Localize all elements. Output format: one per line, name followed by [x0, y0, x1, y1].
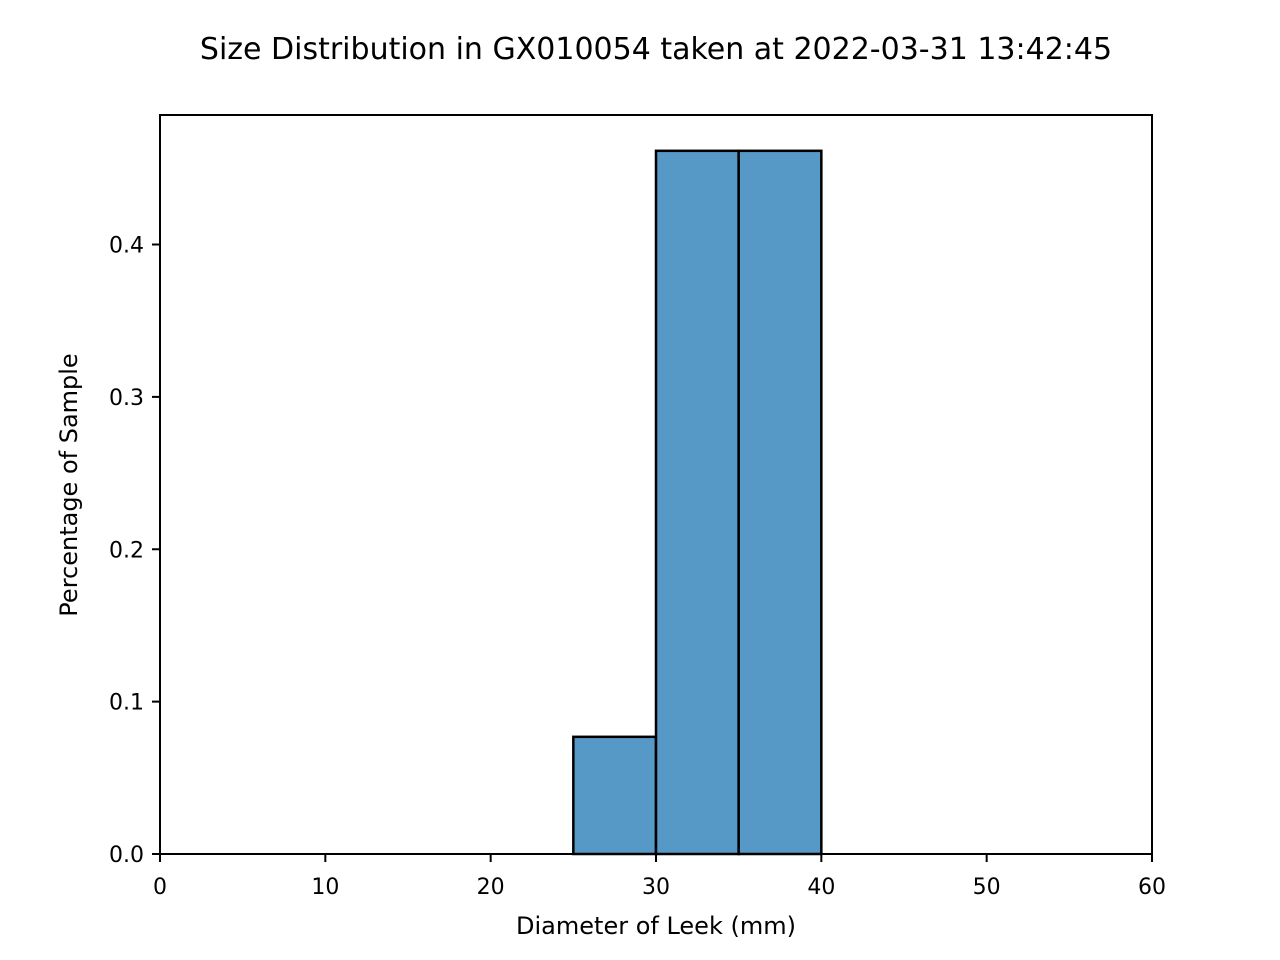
y-tick-label-2: 0.2: [109, 538, 144, 563]
x-tick-label-1: 10: [311, 875, 339, 900]
y-axis: 0.0 0.1 0.2 0.3 0.4: [109, 234, 160, 868]
x-axis: 0 10 20 30 40 50 60: [153, 854, 1166, 900]
y-tick-label-0: 0.0: [109, 843, 144, 868]
y-tick-label-1: 0.1: [109, 691, 144, 716]
x-tick-label-6: 60: [1138, 875, 1166, 900]
x-tick-label-4: 40: [807, 875, 835, 900]
bars-layer: [572, 149, 823, 856]
y-tick-label-3: 0.3: [109, 386, 144, 411]
histogram-bar-2: [737, 149, 823, 856]
chart-title: Size Distribution in GX010054 taken at 2…: [200, 32, 1112, 67]
histogram-bar-1: [654, 149, 740, 856]
histogram-bar-0: [572, 735, 658, 856]
x-tick-label-0: 0: [153, 875, 167, 900]
x-axis-label: Diameter of Leek (mm): [516, 912, 796, 940]
y-tick-label-4: 0.4: [109, 234, 144, 259]
x-tick-label-3: 30: [642, 875, 670, 900]
x-tick-label-5: 50: [973, 875, 1001, 900]
y-axis-label: Percentage of Sample: [55, 353, 83, 616]
x-tick-label-2: 20: [477, 875, 505, 900]
